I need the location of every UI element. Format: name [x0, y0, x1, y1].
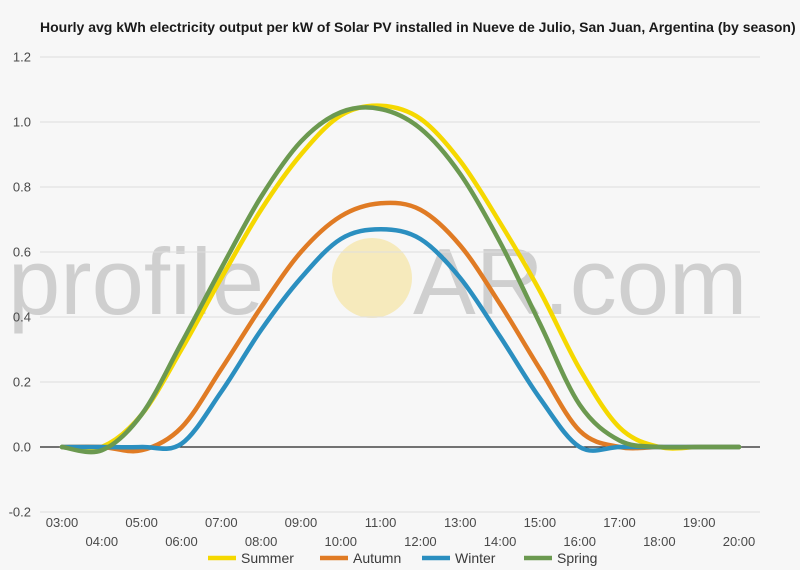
- x-tick-label: 11:00: [365, 515, 397, 530]
- x-tick-label: 14:00: [484, 534, 517, 549]
- watermark-text-left: profile: [8, 229, 264, 334]
- series-lines: [59, 103, 742, 455]
- x-tick-label: 05:00: [125, 515, 158, 530]
- x-tick-label: 10:00: [324, 534, 357, 549]
- watermark: profile AR.com: [8, 229, 747, 334]
- x-tick-label: 16:00: [563, 534, 596, 549]
- x-tick-label: 07:00: [205, 515, 238, 530]
- y-tick-label: 0.4: [13, 310, 31, 325]
- x-axis: 03:00 04:00 05:00 06:00 07:00 08:00 09:00 10:00…: [46, 515, 756, 549]
- legend-item-autumn: Autumn: [320, 550, 401, 566]
- watermark-sun-icon: [332, 238, 412, 318]
- y-tick-label: 1.2: [13, 50, 31, 65]
- y-tick-label: 0.2: [13, 375, 31, 390]
- x-tick-label: 06:00: [165, 534, 198, 549]
- x-tick-label: 20:00: [723, 534, 756, 549]
- x-tick-label: 08:00: [245, 534, 278, 549]
- x-tick-label: 19:00: [683, 515, 716, 530]
- series-line-winter: [59, 227, 742, 453]
- x-tick-label: 17:00: [603, 515, 636, 530]
- legend-label-spring: Spring: [557, 550, 597, 566]
- x-tick-label: 13:00: [444, 515, 477, 530]
- y-tick-label: -0.2: [9, 505, 31, 520]
- legend-item-spring: Spring: [524, 550, 597, 566]
- x-tick-label: 15:00: [524, 515, 557, 530]
- legend-label-autumn: Autumn: [353, 550, 401, 566]
- x-tick-label: 04:00: [86, 534, 119, 549]
- y-tick-label: 0.0: [13, 440, 31, 455]
- series-line-summer: [59, 103, 742, 452]
- x-tick-label: 09:00: [285, 515, 318, 530]
- legend-label-winter: Winter: [455, 550, 496, 566]
- chart-title: Hourly avg kWh electricity output per kW…: [40, 19, 796, 35]
- x-tick-label: 03:00: [46, 515, 79, 530]
- legend-label-summer: Summer: [241, 550, 294, 566]
- legend: Summer Autumn Winter Spring: [208, 550, 597, 566]
- y-tick-label: 1.0: [13, 115, 31, 130]
- series-line-spring: [59, 105, 742, 455]
- y-tick-label: 0.8: [13, 180, 31, 195]
- x-tick-label: 12:00: [404, 534, 437, 549]
- legend-item-winter: Winter: [422, 550, 496, 566]
- y-tick-label: 0.6: [13, 245, 31, 260]
- x-tick-label: 18:00: [643, 534, 676, 549]
- legend-item-summer: Summer: [208, 550, 294, 566]
